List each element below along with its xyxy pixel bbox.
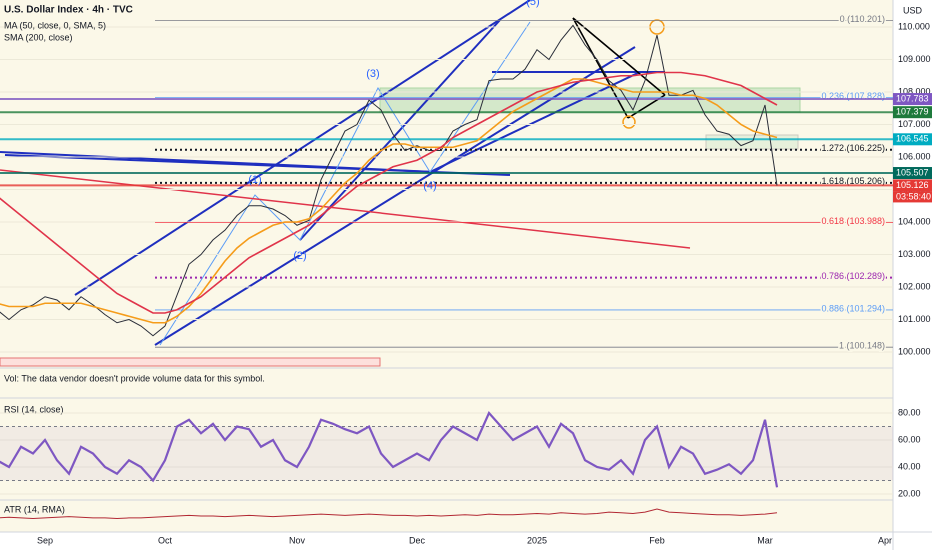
fib-label: 0 (110.201) [840, 14, 885, 24]
trend-line [0, 169, 691, 249]
price-line [0, 24, 778, 337]
y-tick-label: 106.000 [898, 151, 931, 161]
y-tick-label: 104.000 [898, 216, 931, 226]
legend-entry: SMA (200, close) [4, 32, 73, 42]
panel-title: RSI (14, close) [4, 404, 64, 414]
wave-label: (3) [366, 68, 379, 80]
panel-title: ATR (14, RMA) [4, 504, 65, 514]
currency: USD [903, 5, 923, 15]
price-badge-label: 107.783 [896, 93, 929, 103]
wave-label: (5) [526, 0, 539, 8]
x-tick-label: Sep [37, 535, 53, 545]
y-tick-label: 108.000 [898, 86, 931, 96]
y-tick-label: 110.000 [898, 21, 930, 31]
title: U.S. Dollar Index · 4h · TVC [4, 5, 133, 16]
x-tick-label: Mar [757, 535, 773, 545]
fib-label: 0.786 (102.289) [821, 271, 885, 281]
fib-label: 0.618 (103.988) [821, 216, 885, 226]
legend-entry: MA (50, close, 0, SMA, 5) [4, 20, 106, 30]
zone [705, 134, 799, 150]
x-tick-label: Dec [409, 535, 426, 545]
wave-label: (1) [248, 174, 261, 186]
x-tick-label: Oct [158, 535, 173, 545]
note: Vol: The data vendor doesn't provide vol… [4, 373, 265, 383]
y-tick-label: 107.000 [898, 119, 931, 129]
wave-label: (2) [293, 250, 306, 262]
zone [0, 357, 381, 367]
fib-label: 1.272 (106.225) [821, 143, 885, 153]
y-tick-label: 80.00 [898, 407, 921, 417]
ma-line [0, 78, 778, 324]
marker [622, 115, 636, 129]
y-tick-label: 20.00 [898, 488, 921, 498]
price-badge-label: 105.126 [896, 180, 929, 190]
price-scale [893, 0, 932, 550]
y-tick-label: 102.000 [898, 281, 931, 291]
x-tick-label: 2025 [527, 535, 547, 545]
rsi-line [0, 410, 779, 488]
atr-line [0, 508, 778, 520]
y-tick-label: 101.000 [898, 314, 931, 324]
countdown: 03:58:40 [896, 191, 931, 201]
x-tick-label: Apr [878, 535, 892, 545]
ma-line [0, 71, 778, 314]
fib-label: 0.886 (101.294) [821, 303, 885, 313]
price-badge-label: 105.507 [896, 167, 929, 177]
price-badge [893, 93, 932, 106]
x-tick-label: Nov [289, 535, 306, 545]
y-tick-label: 109.000 [898, 54, 931, 64]
x-tick-label: Feb [649, 535, 665, 545]
countdown-badge [893, 191, 932, 203]
price-badge [893, 167, 932, 180]
price-badge [893, 179, 932, 192]
price-badge-label: 106.545 [896, 134, 929, 144]
fib-label: 1 (100.148) [839, 341, 885, 351]
y-tick-label: 60.00 [898, 434, 921, 444]
plot-bg [0, 0, 893, 532]
y-tick-label: 103.000 [898, 249, 931, 259]
price-badge-label: 107.379 [896, 107, 929, 117]
y-tick-label: 40.00 [898, 461, 921, 471]
price-badge [893, 106, 932, 119]
y-tick-label: 100.000 [898, 346, 931, 356]
wave-label: (4) [423, 180, 436, 192]
price-badge [893, 133, 932, 146]
